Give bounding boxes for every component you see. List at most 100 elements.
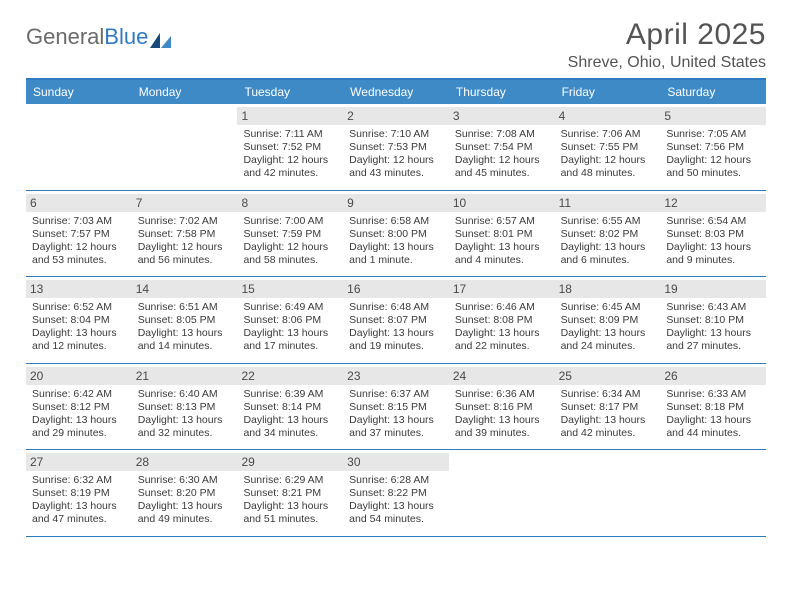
weekday-label: Friday <box>555 80 661 104</box>
day-detail: Sunrise: 6:30 AMSunset: 8:20 PMDaylight:… <box>138 474 232 527</box>
calendar-week: 27Sunrise: 6:32 AMSunset: 8:19 PMDayligh… <box>26 450 766 537</box>
calendar-cell: 14 Sunrise: 6:51 AMSunset: 8:05 PMDayligh… <box>132 277 238 363</box>
sunrise-line: Sunrise: 6:57 AM <box>455 215 549 228</box>
sunset-line: Sunset: 7:56 PM <box>666 141 760 154</box>
daylight-line: Daylight: 13 hours and 22 minutes. <box>455 327 549 353</box>
day-detail: Sunrise: 7:02 AMSunset: 7:58 PMDaylight:… <box>138 215 232 268</box>
calendar-cell: 28Sunrise: 6:30 AMSunset: 8:20 PMDayligh… <box>132 450 238 536</box>
daylight-line: Daylight: 13 hours and 4 minutes. <box>455 241 549 267</box>
calendar-page: GeneralBlue April 2025 Shreve, Ohio, Uni… <box>0 0 792 537</box>
calendar-cell: 15Sunrise: 6:49 AMSunset: 8:06 PMDayligh… <box>237 277 343 363</box>
logo-text-2: Blue <box>104 24 148 50</box>
calendar-cell: 24Sunrise: 6:36 AMSunset: 8:16 PMDayligh… <box>449 364 555 450</box>
calendar-cell: 5Sunrise: 7:05 AMSunset: 7:56 PMDaylight… <box>660 104 766 190</box>
calendar-cell: 4 Sunrise: 7:06 AMSunset: 7:55 PMDaylight… <box>555 104 661 190</box>
calendar-cell: 27Sunrise: 6:32 AMSunset: 8:19 PMDayligh… <box>26 450 132 536</box>
calendar-cell: 7Sunrise: 7:02 AMSunset: 7:58 PMDaylight… <box>132 191 238 277</box>
weekday-header: SundayMondayTuesdayWednesdayThursdayFrid… <box>26 80 766 104</box>
day-detail: Sunrise: 6:52 AMSunset: 8:04 PMDaylight:… <box>32 301 126 354</box>
day-number: 10 <box>449 194 555 212</box>
sunrise-line: Sunrise: 6:43 AM <box>666 301 760 314</box>
calendar-cell: 16Sunrise: 6:48 AMSunset: 8:07 PMDayligh… <box>343 277 449 363</box>
calendar-week: 20Sunrise: 6:42 AMSunset: 8:12 PMDayligh… <box>26 364 766 451</box>
daylight-line: Daylight: 13 hours and 6 minutes. <box>561 241 655 267</box>
sunset-line: Sunset: 7:58 PM <box>138 228 232 241</box>
sunset-line: Sunset: 8:09 PM <box>561 314 655 327</box>
daylight-line: Daylight: 13 hours and 34 minutes. <box>243 414 337 440</box>
calendar-cell: 8Sunrise: 7:00 AMSunset: 7:59 PMDaylight… <box>237 191 343 277</box>
day-detail: Sunrise: 6:45 AMSunset: 8:09 PMDaylight:… <box>561 301 655 354</box>
day-number: 18 <box>555 280 661 298</box>
sunrise-line: Sunrise: 6:46 AM <box>455 301 549 314</box>
day-detail: Sunrise: 6:46 AMSunset: 8:08 PMDaylight:… <box>455 301 549 354</box>
daylight-line: Daylight: 13 hours and 9 minutes. <box>666 241 760 267</box>
daylight-line: Daylight: 12 hours and 53 minutes. <box>32 241 126 267</box>
daylight-line: Daylight: 13 hours and 32 minutes. <box>138 414 232 440</box>
day-number: 26 <box>660 367 766 385</box>
calendar: SundayMondayTuesdayWednesdayThursdayFrid… <box>26 78 766 537</box>
day-number: 30 <box>343 453 449 471</box>
sunset-line: Sunset: 8:02 PM <box>561 228 655 241</box>
daylight-line: Daylight: 13 hours and 49 minutes. <box>138 500 232 526</box>
weekday-label: Thursday <box>449 80 555 104</box>
sunset-line: Sunset: 8:07 PM <box>349 314 443 327</box>
sunrise-line: Sunrise: 6:45 AM <box>561 301 655 314</box>
calendar-week: 1Sunrise: 7:11 AMSunset: 7:52 PMDaylight… <box>26 104 766 191</box>
day-number: 15 <box>237 280 343 298</box>
calendar-cell: 2Sunrise: 7:10 AMSunset: 7:53 PMDaylight… <box>343 104 449 190</box>
day-detail: Sunrise: 6:58 AMSunset: 8:00 PMDaylight:… <box>349 215 443 268</box>
day-number: 14 <box>132 280 238 298</box>
day-detail: Sunrise: 7:06 AMSunset: 7:55 PMDaylight:… <box>561 128 655 181</box>
logo-text-1: General <box>26 24 104 50</box>
sunrise-line: Sunrise: 6:55 AM <box>561 215 655 228</box>
calendar-cell: 20Sunrise: 6:42 AMSunset: 8:12 PMDayligh… <box>26 364 132 450</box>
daylight-line: Daylight: 13 hours and 29 minutes. <box>32 414 126 440</box>
sunset-line: Sunset: 8:00 PM <box>349 228 443 241</box>
calendar-cell: 1Sunrise: 7:11 AMSunset: 7:52 PMDaylight… <box>237 104 343 190</box>
daylight-line: Daylight: 12 hours and 43 minutes. <box>349 154 443 180</box>
day-detail: Sunrise: 6:51 AMSunset: 8:05 PMDaylight:… <box>138 301 232 354</box>
calendar-cell: 19 Sunrise: 6:43 AMSunset: 8:10 PMDayligh… <box>660 277 766 363</box>
weekday-label: Sunday <box>26 80 132 104</box>
day-number: 4 <box>555 107 661 125</box>
day-number: 29 <box>237 453 343 471</box>
day-number: 24 <box>449 367 555 385</box>
daylight-line: Daylight: 12 hours and 42 minutes. <box>243 154 337 180</box>
sunset-line: Sunset: 7:59 PM <box>243 228 337 241</box>
calendar-cell: 21Sunrise: 6:40 AMSunset: 8:13 PMDayligh… <box>132 364 238 450</box>
day-detail: Sunrise: 6:28 AMSunset: 8:22 PMDaylight:… <box>349 474 443 527</box>
day-detail: Sunrise: 6:43 AMSunset: 8:10 PMDaylight:… <box>666 301 760 354</box>
sunrise-line: Sunrise: 6:28 AM <box>349 474 443 487</box>
sunrise-line: Sunrise: 7:10 AM <box>349 128 443 141</box>
day-detail: Sunrise: 6:42 AMSunset: 8:12 PMDaylight:… <box>32 388 126 441</box>
sunrise-line: Sunrise: 7:00 AM <box>243 215 337 228</box>
day-detail: Sunrise: 6:40 AMSunset: 8:13 PMDaylight:… <box>138 388 232 441</box>
weekday-label: Saturday <box>660 80 766 104</box>
calendar-cell-empty <box>449 450 555 536</box>
logo: GeneralBlue <box>26 18 172 50</box>
calendar-cell: 17Sunrise: 6:46 AMSunset: 8:08 PMDayligh… <box>449 277 555 363</box>
day-number: 22 <box>237 367 343 385</box>
daylight-line: Daylight: 13 hours and 1 minute. <box>349 241 443 267</box>
day-number: 19 <box>660 280 766 298</box>
day-detail: Sunrise: 6:32 AMSunset: 8:19 PMDaylight:… <box>32 474 126 527</box>
sunset-line: Sunset: 7:53 PM <box>349 141 443 154</box>
day-number: 11 <box>555 194 661 212</box>
sunset-line: Sunset: 8:14 PM <box>243 401 337 414</box>
daylight-line: Daylight: 12 hours and 58 minutes. <box>243 241 337 267</box>
daylight-line: Daylight: 12 hours and 56 minutes. <box>138 241 232 267</box>
calendar-cell: 30 Sunrise: 6:28 AMSunset: 8:22 PMDayligh… <box>343 450 449 536</box>
day-detail: Sunrise: 7:11 AMSunset: 7:52 PMDaylight:… <box>243 128 337 181</box>
calendar-cell: 23Sunrise: 6:37 AMSunset: 8:15 PMDayligh… <box>343 364 449 450</box>
day-detail: Sunrise: 6:39 AMSunset: 8:14 PMDaylight:… <box>243 388 337 441</box>
sunrise-line: Sunrise: 6:39 AM <box>243 388 337 401</box>
weekday-label: Tuesday <box>237 80 343 104</box>
sunrise-line: Sunrise: 7:08 AM <box>455 128 549 141</box>
sunrise-line: Sunrise: 7:11 AM <box>243 128 337 141</box>
day-number: 5 <box>660 107 766 125</box>
calendar-cell: 6Sunrise: 7:03 AMSunset: 7:57 PMDaylight… <box>26 191 132 277</box>
day-number: 13 <box>26 280 132 298</box>
sunset-line: Sunset: 8:18 PM <box>666 401 760 414</box>
day-detail: Sunrise: 6:37 AMSunset: 8:15 PMDaylight:… <box>349 388 443 441</box>
daylight-line: Daylight: 13 hours and 24 minutes. <box>561 327 655 353</box>
